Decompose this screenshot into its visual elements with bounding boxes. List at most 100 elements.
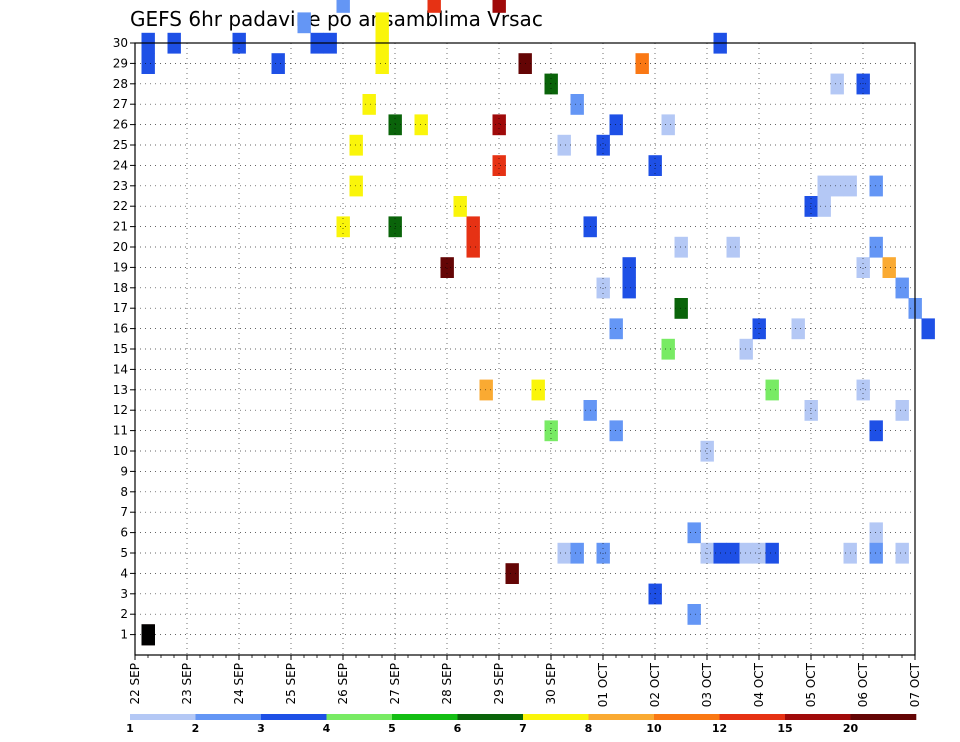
precip-cell <box>700 440 714 462</box>
precip-cell <box>414 114 428 136</box>
y-tick-label: 18 <box>113 281 128 295</box>
color-legend: 1 2 3 4 5 6 7 8 10 12 15 20 <box>126 714 917 735</box>
legend-swatch <box>850 714 917 720</box>
y-tick-label: 27 <box>113 97 128 111</box>
legend-label: 10 <box>646 722 662 735</box>
precip-cell <box>726 542 740 564</box>
y-tick-label: 15 <box>113 342 128 356</box>
precip-cell <box>791 318 805 340</box>
precip-cell <box>492 114 506 136</box>
precip-cell <box>596 134 610 156</box>
x-tick-label: 06 OCT <box>856 662 870 707</box>
x-tick-label: 22 SEP <box>128 663 142 705</box>
precip-cell <box>830 175 844 197</box>
legend-swatch <box>457 714 524 720</box>
precip-cell <box>869 522 883 544</box>
y-tick-label: 29 <box>113 56 128 70</box>
y-tick-label: 23 <box>113 179 128 193</box>
legend-label: 3 <box>257 722 265 735</box>
y-tick-label: 17 <box>113 301 128 315</box>
precip-cell <box>271 53 285 74</box>
y-tick-label: 6 <box>120 526 128 540</box>
precip-cell <box>336 0 350 13</box>
legend-label: 15 <box>777 722 792 735</box>
precip-cell <box>479 379 493 401</box>
y-tick-label: 24 <box>113 158 128 172</box>
y-tick-label: 5 <box>120 546 128 560</box>
precip-cell <box>661 338 675 360</box>
y-tick-label: 30 <box>113 36 128 50</box>
legend-swatch <box>326 714 393 720</box>
y-tick-label: 14 <box>113 362 128 376</box>
legend-label: 20 <box>843 722 859 735</box>
y-tick-label: 4 <box>120 566 128 580</box>
legend-swatch <box>588 714 655 720</box>
precip-cell <box>739 542 753 564</box>
precip-cell <box>765 379 779 401</box>
x-tick-label: 04 OCT <box>752 662 766 707</box>
chart-title: GEFS 6hr padavine po ansamblima Vrsac <box>130 7 543 31</box>
legend-swatch <box>392 714 458 720</box>
precip-cell <box>856 257 870 278</box>
precip-cell <box>635 53 649 74</box>
precip-cell <box>622 277 636 299</box>
x-tick-label: 27 SEP <box>388 663 402 705</box>
x-tick-label: 07 OCT <box>908 662 922 707</box>
legend-label: 7 <box>519 722 527 735</box>
legend-swatch <box>785 714 851 720</box>
precip-cell <box>492 0 506 13</box>
precip-cell <box>531 379 545 401</box>
x-tick-label: 28 SEP <box>440 663 454 705</box>
cells-layer <box>141 0 935 646</box>
x-axis: 22 SEP 23 SEP 24 SEP 25 SEP 26 SEP 27 SEP 28 S… <box>128 655 922 707</box>
precip-cell <box>869 175 883 197</box>
legend-swatch <box>523 714 589 720</box>
precip-cell <box>609 420 623 442</box>
precip-cell <box>466 216 480 238</box>
precip-cell <box>557 134 571 156</box>
precip-cell <box>817 196 831 217</box>
precip-cell <box>349 175 363 197</box>
legend-swatch <box>195 714 262 720</box>
y-tick-label: 28 <box>113 77 128 91</box>
precip-cell <box>505 563 519 584</box>
precip-cell <box>726 236 740 258</box>
precip-cell <box>739 338 753 360</box>
precip-cell <box>492 155 506 176</box>
x-tick-label: 26 SEP <box>336 663 350 705</box>
precip-cell <box>882 257 896 278</box>
x-tick-label: 01 OCT <box>596 662 610 707</box>
precip-cell <box>362 94 376 115</box>
precip-cell <box>856 379 870 401</box>
y-tick-label: 1 <box>120 628 128 642</box>
precip-cell <box>804 400 818 421</box>
y-tick-label: 7 <box>120 505 128 519</box>
y-tick-label: 11 <box>113 424 128 438</box>
legend-swatch <box>130 714 196 720</box>
precip-cell <box>830 73 844 95</box>
precip-cell <box>427 0 441 13</box>
precip-cell <box>141 53 155 74</box>
y-tick-label: 25 <box>113 138 128 152</box>
x-tick-label: 02 OCT <box>648 662 662 707</box>
precip-cell <box>375 12 389 34</box>
precip-cell <box>570 94 584 115</box>
precip-cell <box>895 277 909 299</box>
y-tick-label: 21 <box>113 220 128 234</box>
legend-label: 8 <box>585 722 593 735</box>
y-tick-label: 26 <box>113 118 128 132</box>
precip-cell <box>869 236 883 258</box>
legend-label: 2 <box>192 722 200 735</box>
y-tick-label: 20 <box>113 240 128 254</box>
y-axis: 1234567891011121314151617181920212223242… <box>113 36 135 642</box>
x-tick-label: 30 SEP <box>544 663 558 705</box>
x-tick-label: 24 SEP <box>232 663 246 705</box>
precip-cell <box>544 420 558 442</box>
y-tick-label: 10 <box>113 444 128 458</box>
precip-cell <box>765 542 779 564</box>
precip-cell <box>466 236 480 258</box>
y-tick-label: 16 <box>113 322 128 336</box>
precip-cell <box>921 318 935 340</box>
legend-label: 4 <box>323 722 331 735</box>
